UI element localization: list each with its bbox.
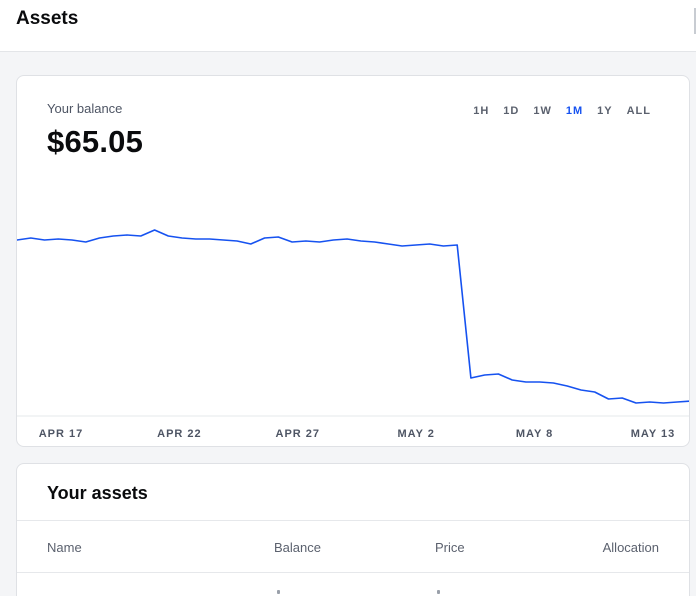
assets-title: Your assets [47,483,148,503]
range-1y[interactable]: 1Y [597,105,613,117]
x-axis-ticks: APR 17 APR 22 APR 27 MAY 2 MAY 8 MAY 13 [39,428,676,440]
assets-card: Your assets Name Balance Price Allocatio… [16,463,690,596]
x-tick-label: APR 27 [276,428,321,440]
balance-card: APR 17 APR 22 APR 27 MAY 2 MAY 8 MAY 13 Your … [16,75,690,447]
balance-line [17,229,689,404]
x-tick-label: MAY 2 [397,428,434,440]
column-header-price[interactable]: Price [435,540,465,555]
table-header-divider [17,572,689,573]
x-tick-label: APR 22 [157,428,202,440]
column-header-balance[interactable]: Balance [274,540,321,555]
column-header-name[interactable]: Name [47,540,82,555]
x-tick-label: MAY 13 [631,428,676,440]
assets-divider [17,520,689,521]
column-header-allocation[interactable]: Allocation [602,540,659,555]
balance-value: $65.05 [47,124,144,159]
range-1d[interactable]: 1D [503,105,520,117]
top-bar-edge [694,8,696,34]
asset-row-placeholder [437,590,440,594]
asset-row-placeholder [277,590,280,594]
top-bar: Assets [0,0,696,52]
balance-chart: APR 17 APR 22 APR 27 MAY 2 MAY 8 MAY 13 [17,229,689,440]
range-all[interactable]: ALL [626,105,651,117]
page-title: Assets [16,8,79,29]
range-1h[interactable]: 1H [473,105,490,117]
range-1m[interactable]: 1M [565,105,584,117]
x-tick-label: MAY 8 [516,428,553,440]
range-selector: 1H 1D 1W 1M 1Y ALL [473,105,651,117]
balance-label: Your balance [47,101,123,116]
range-1w[interactable]: 1W [533,105,552,117]
x-tick-label: APR 17 [39,428,84,440]
